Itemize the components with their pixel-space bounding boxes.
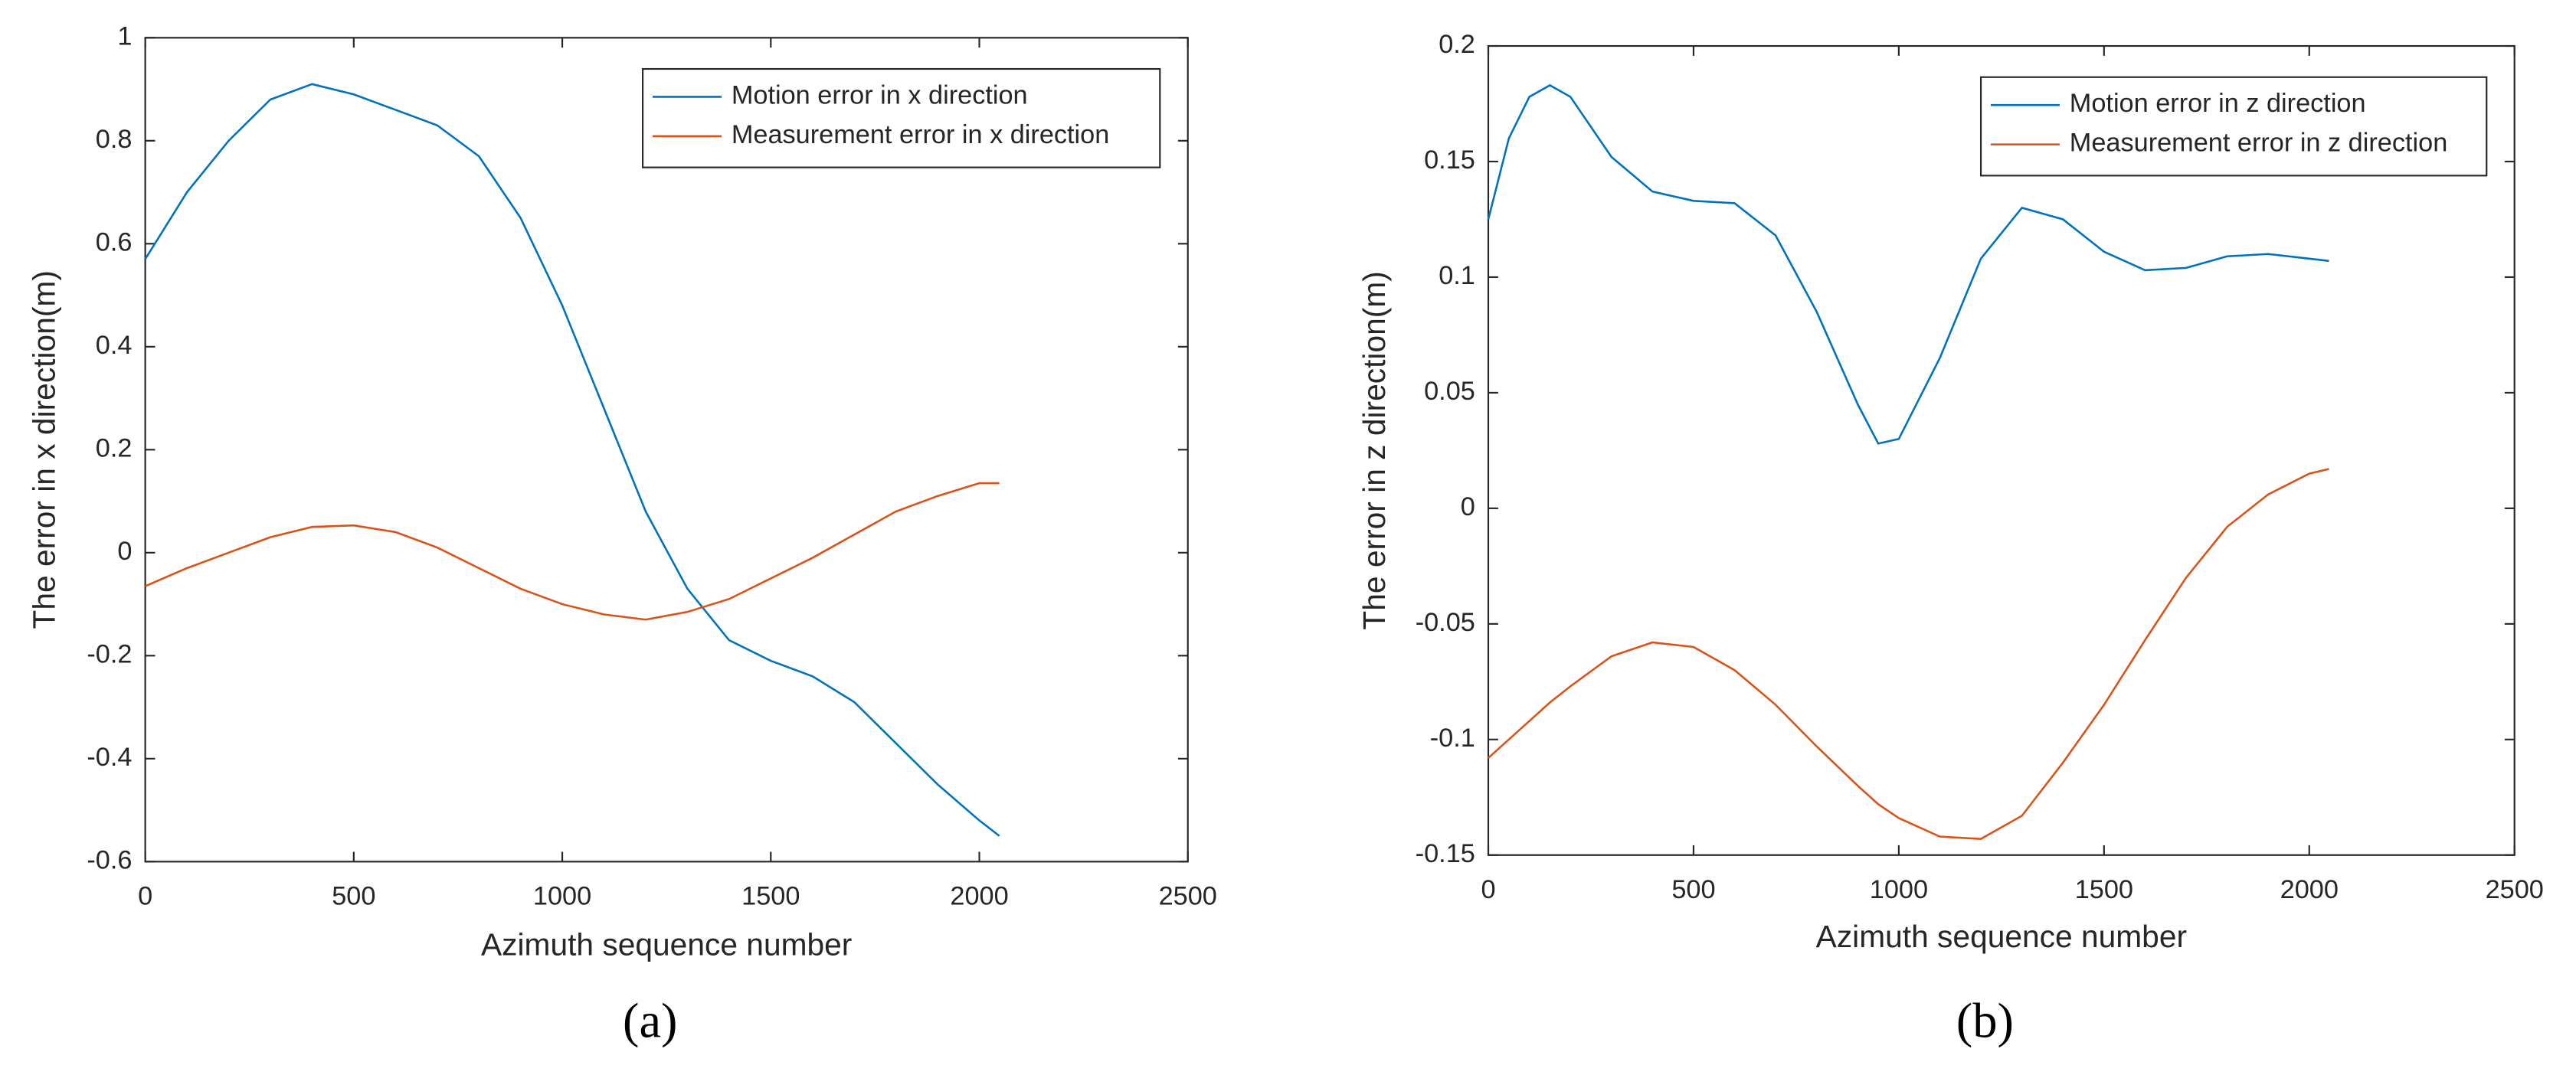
plot-area <box>1487 44 2515 856</box>
x-tick-label: 500 <box>1671 875 1715 904</box>
plot-area <box>144 37 1189 863</box>
y-tick-label: -0.2 <box>87 639 132 668</box>
data-line <box>1487 83 2329 445</box>
x-tick-label: 2000 <box>950 882 1008 911</box>
y-tick-label: 0.1 <box>1439 261 1475 290</box>
y-tick-label: -0.4 <box>87 743 132 772</box>
y-axis-label: The error in z direction(m) <box>1357 271 1392 629</box>
y-tick-label: 0.2 <box>96 433 133 462</box>
legend-label: Motion error in z direction <box>2070 89 2366 118</box>
x-axis-label: Azimuth sequence number <box>481 927 852 962</box>
legend-label: Measurement error in z direction <box>2070 129 2447 158</box>
data-line <box>1488 468 2329 840</box>
y-tick-label: -0.15 <box>1416 839 1475 868</box>
y-tick-label: 0.8 <box>96 125 133 154</box>
x-tick-label: 2500 <box>1159 882 1217 911</box>
caption: (a) <box>623 993 677 1047</box>
y-tick-label: 0 <box>1461 492 1475 521</box>
x-tick-label: 500 <box>332 882 375 911</box>
y-tick-label: 0.2 <box>1439 30 1475 59</box>
x-tick-label: 2500 <box>2486 875 2544 904</box>
y-axis-label: The error in x direction(m) <box>27 270 62 629</box>
chart: 0 500 1000 1500 2000 2500 -0.6 -0.4 -0.2 0 0.2 0.4 0… <box>27 21 1217 1047</box>
y-tick-label: -0.6 <box>87 845 132 874</box>
y-tick-label: 0.15 <box>1424 145 1475 175</box>
x-tick-label: 1500 <box>741 882 800 911</box>
data-line <box>144 83 1000 837</box>
y-tick-label: 0.05 <box>1424 377 1475 406</box>
y-tick-label: 0 <box>117 537 132 566</box>
legend-box <box>642 67 1161 168</box>
y-tick-label: 0.4 <box>96 331 133 360</box>
caption: (b) <box>1956 993 2014 1047</box>
legend-box <box>1979 76 2488 177</box>
legend-label: Motion error in x direction <box>732 81 1028 110</box>
x-tick-label: 2000 <box>2280 875 2339 904</box>
x-tick-label: 1500 <box>2075 875 2133 904</box>
x-axis-label: Azimuth sequence number <box>1816 919 2187 954</box>
x-tick-label: 0 <box>138 882 152 911</box>
y-tick-label: 1 <box>117 21 132 51</box>
y-tick-label: -0.05 <box>1416 608 1475 637</box>
chart: 0 500 1000 1500 2000 2500 -0.15 -0.1 -0.05 0 0.05 0… <box>1357 30 2544 1047</box>
y-tick-label: -0.1 <box>1430 724 1475 753</box>
y-tick-label: 0.6 <box>96 227 133 256</box>
x-tick-label: 1000 <box>1870 875 1928 904</box>
x-tick-label: 0 <box>1481 875 1495 904</box>
legend-label: Measurement error in x direction <box>732 120 1109 149</box>
x-tick-label: 1000 <box>533 882 591 911</box>
data-line <box>145 482 1000 621</box>
